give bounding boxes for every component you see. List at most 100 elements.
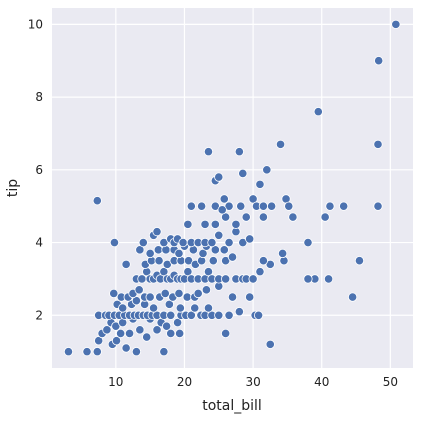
- scatter-point: [374, 56, 384, 66]
- scatter-point: [248, 194, 258, 204]
- scatter-point: [234, 307, 244, 317]
- y-tick-label: 4: [35, 236, 43, 250]
- scatter-point: [203, 267, 214, 277]
- scatter-point: [373, 201, 383, 211]
- plot-area: [52, 8, 413, 368]
- scatter-point: [186, 310, 196, 320]
- scatter-point: [238, 168, 248, 179]
- scatter-point: [82, 347, 92, 357]
- scatter-point: [354, 256, 365, 266]
- scatter-point: [210, 245, 220, 255]
- scatter-point: [102, 325, 112, 335]
- scatter-point: [265, 339, 275, 349]
- scatter-point: [221, 328, 231, 339]
- scatter-point: [145, 292, 155, 302]
- scatter-point: [241, 212, 251, 222]
- scatter-point: [258, 212, 268, 222]
- scatter-point: [190, 303, 200, 313]
- scatter-point: [325, 201, 335, 211]
- scatter-point: [152, 325, 162, 335]
- scatter-point: [313, 107, 323, 117]
- scatter-point: [159, 347, 169, 357]
- scatter-point: [152, 227, 162, 237]
- scatter-point: [164, 299, 174, 309]
- scatter-point: [131, 347, 142, 357]
- scatter-point: [175, 303, 185, 313]
- x-tick-label: 30: [245, 375, 260, 389]
- scatter-point: [234, 147, 244, 157]
- scatter-point: [160, 288, 170, 299]
- scatter-point: [135, 325, 145, 335]
- x-axis-label: total_bill: [202, 398, 262, 414]
- scatter-point: [142, 332, 152, 342]
- scatter-point: [134, 285, 144, 295]
- scatter-point: [159, 267, 169, 277]
- scatter-point: [175, 328, 185, 339]
- scatter-point: [348, 292, 358, 302]
- scatter-point: [219, 245, 229, 255]
- scatter-point: [153, 245, 163, 255]
- y-tick-label: 8: [35, 90, 43, 104]
- scatter-point: [208, 256, 218, 266]
- scatter-point: [207, 237, 217, 248]
- data-points: [63, 19, 401, 357]
- scatter-point: [258, 201, 268, 211]
- scatter-point: [186, 201, 196, 211]
- scatter-point: [137, 274, 147, 284]
- scatter-point: [116, 328, 126, 339]
- scatter-point: [303, 237, 313, 248]
- scatter-point: [135, 245, 145, 255]
- scatter-point: [245, 292, 255, 302]
- y-axis-ticks: 2 4 6 8 10: [28, 17, 43, 322]
- scatter-point: [210, 219, 220, 229]
- scatter-point: [219, 194, 229, 204]
- scatter-point: [236, 201, 246, 211]
- scatter-point: [109, 288, 119, 299]
- scatter-point: [303, 274, 313, 284]
- scatter-point: [214, 310, 224, 320]
- scatter-point: [203, 303, 214, 313]
- scatter-point: [63, 347, 74, 357]
- x-tick-label: 50: [383, 375, 398, 389]
- scatter-point: [94, 336, 104, 346]
- x-tick-label: 20: [177, 375, 192, 389]
- scatter-point: [221, 212, 231, 222]
- scatter-point: [224, 310, 234, 320]
- y-tick-label: 10: [28, 17, 43, 31]
- scatter-point: [182, 292, 192, 302]
- scatter-point: [121, 343, 131, 353]
- scatter-point: [245, 234, 255, 244]
- scatter-point: [198, 248, 208, 259]
- scatter-point: [183, 219, 193, 229]
- scatter-point: [373, 139, 383, 149]
- scatter-point: [183, 267, 193, 277]
- scatter-point: [288, 212, 298, 222]
- scatter-point: [267, 201, 277, 211]
- scatter-point: [138, 237, 148, 248]
- y-axis-label: tip: [5, 179, 21, 197]
- scatter-point: [278, 248, 288, 259]
- scatter-point: [92, 347, 102, 357]
- scatter-point: [217, 205, 227, 215]
- scatter-point: [178, 237, 188, 248]
- scatter-point: [339, 201, 349, 211]
- scatter-point: [154, 256, 164, 266]
- scatter-point: [148, 303, 159, 313]
- scatter-point: [203, 147, 214, 157]
- scatter-point: [162, 321, 172, 331]
- scatter-point: [193, 288, 203, 299]
- scatter-point: [92, 196, 102, 206]
- scatter-point: [109, 237, 120, 248]
- x-tick-label: 40: [314, 375, 329, 389]
- scatter-point: [145, 248, 155, 259]
- scatter-point: [221, 274, 231, 284]
- scatter-point: [197, 201, 207, 211]
- scatter-point: [253, 310, 264, 320]
- scatter-point: [201, 285, 212, 295]
- x-tick-label: 10: [108, 375, 123, 389]
- scatter-point: [118, 303, 128, 313]
- x-axis-ticks: 10 20 30 40 50: [108, 375, 398, 389]
- scatter-point: [227, 252, 238, 262]
- scatter-point: [320, 212, 330, 222]
